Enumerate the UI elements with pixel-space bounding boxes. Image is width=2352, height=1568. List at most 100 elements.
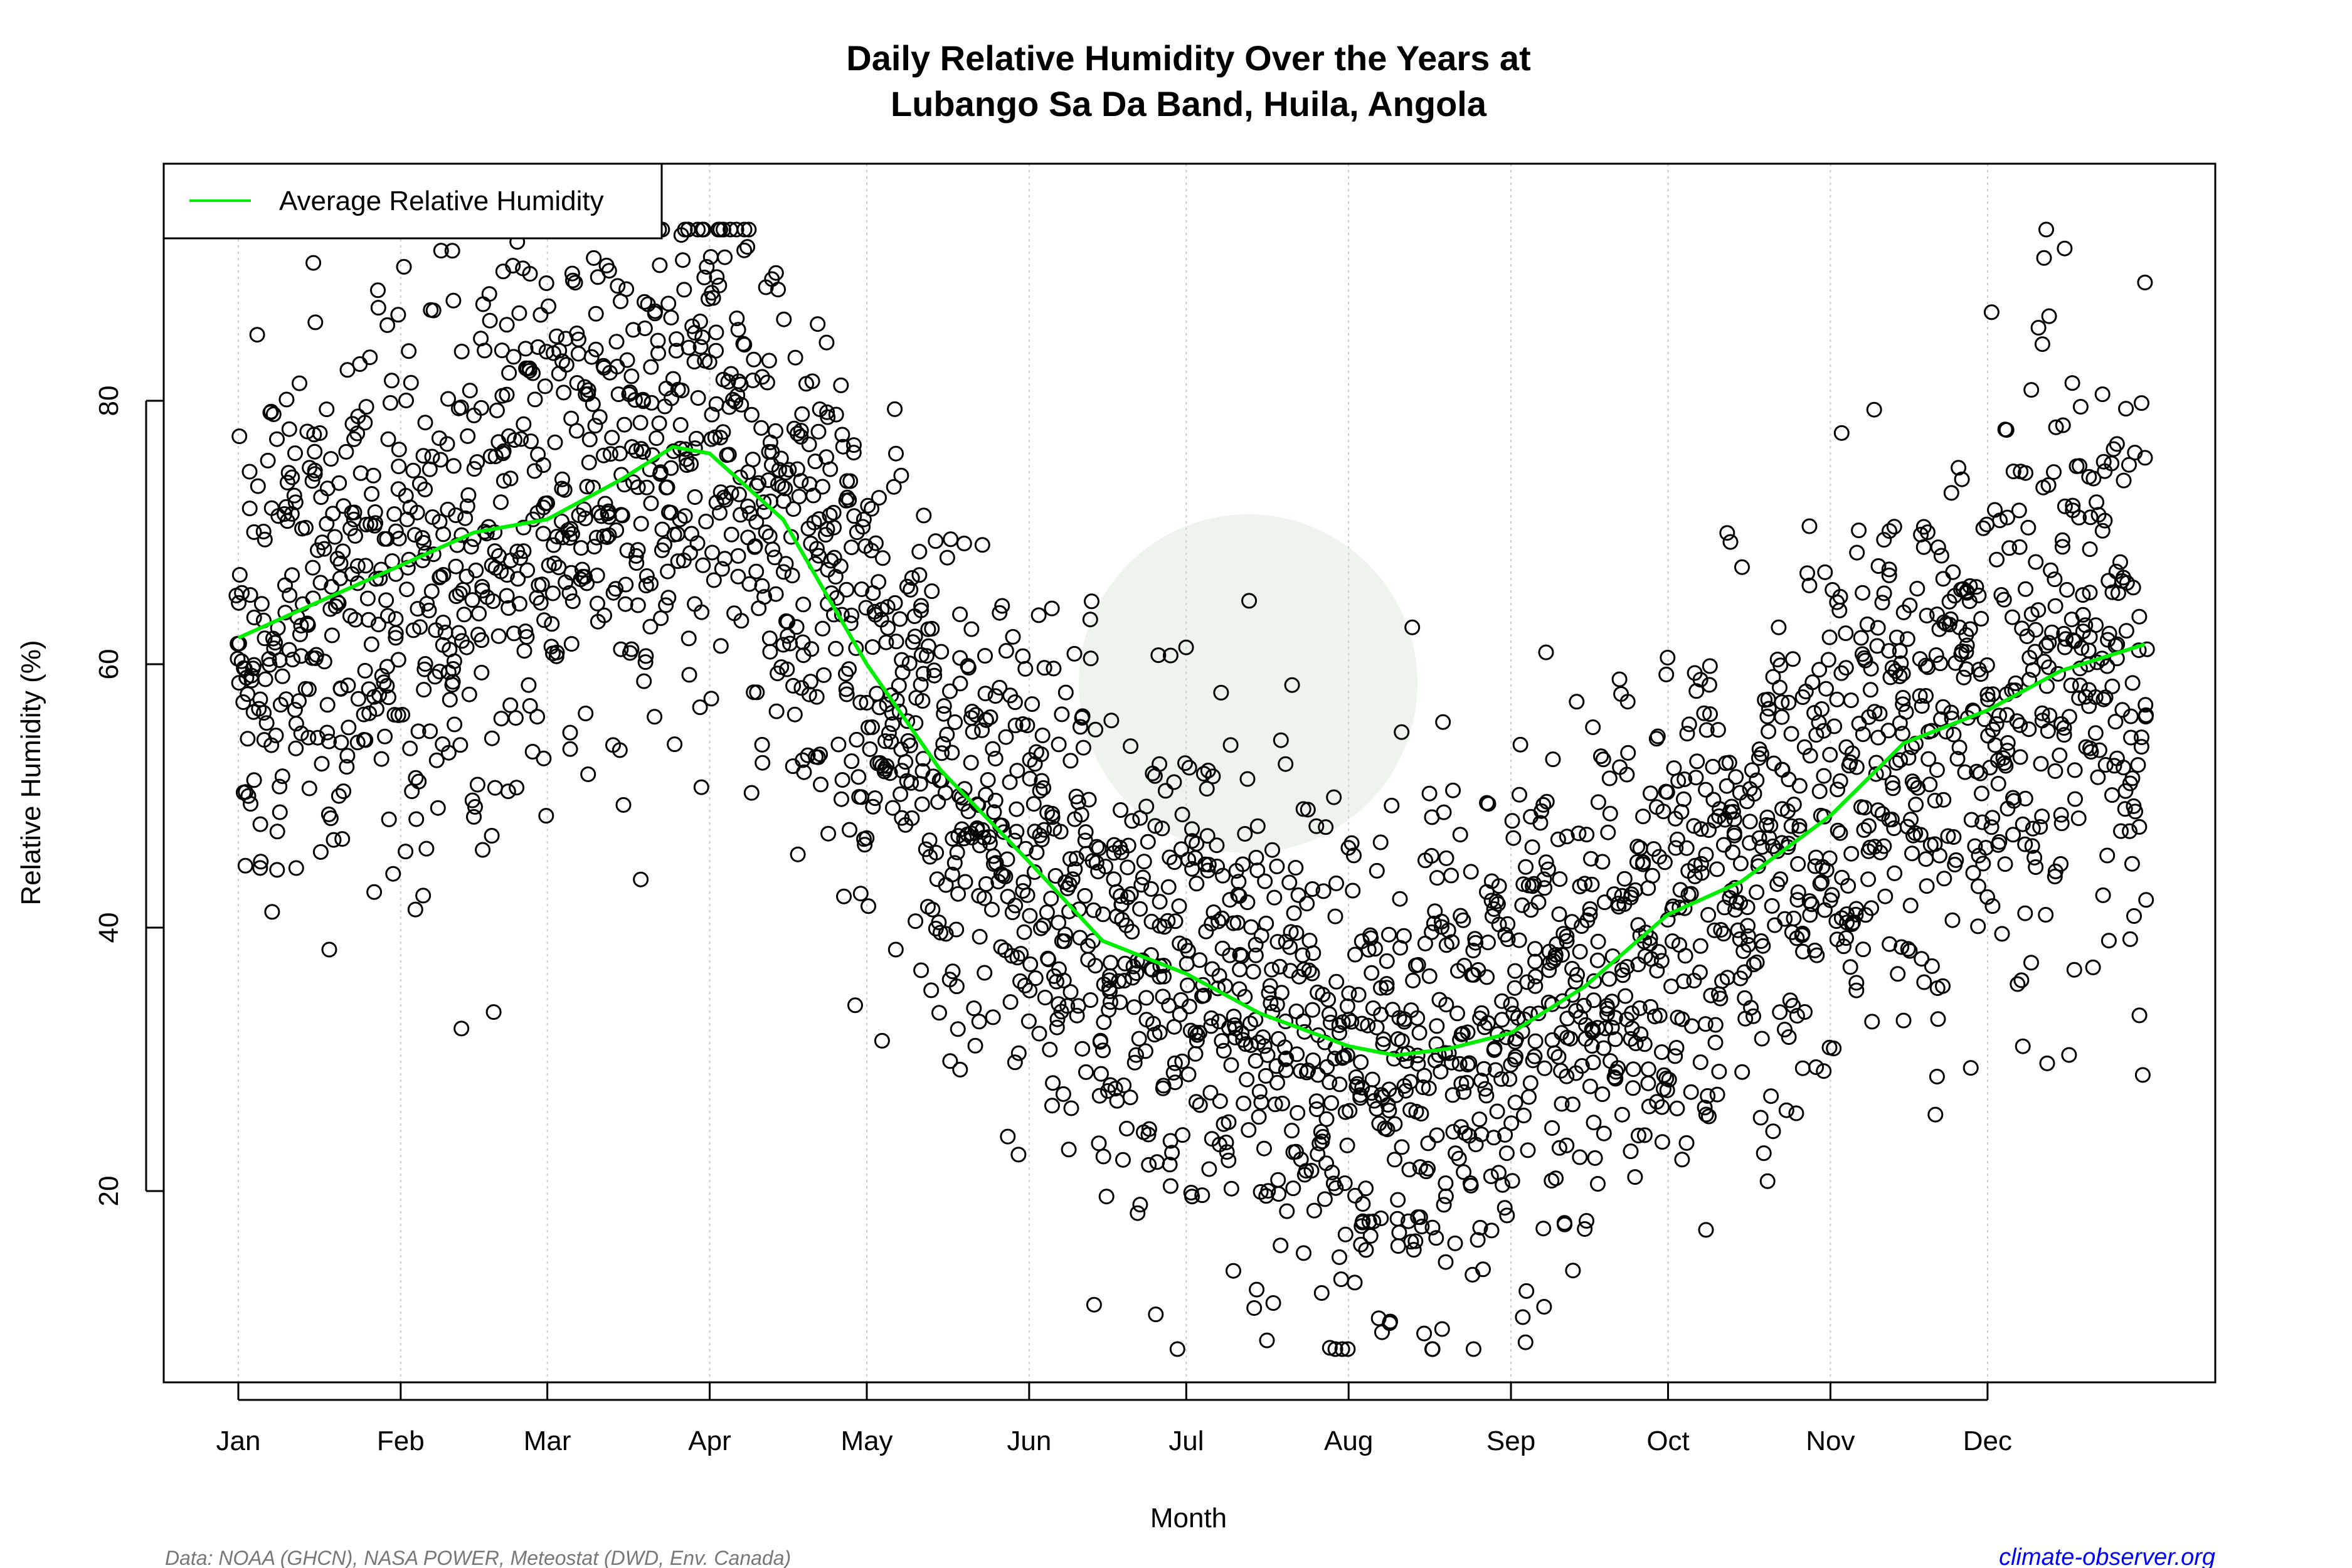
- data-point: [1232, 946, 1248, 963]
- data-point: [689, 535, 706, 551]
- data-point: [649, 430, 665, 447]
- data-point: [1894, 726, 1910, 742]
- data-point: [717, 249, 733, 265]
- data-point: [1181, 999, 1197, 1015]
- data-point: [1435, 714, 1451, 730]
- data-point: [1832, 589, 1848, 605]
- data-point: [252, 816, 268, 832]
- data-point: [901, 655, 918, 672]
- data-point: [357, 415, 373, 431]
- data-point: [916, 665, 931, 682]
- data-point: [321, 941, 337, 958]
- data-point: [1322, 1340, 1338, 1356]
- data-point: [985, 1009, 1001, 1025]
- data-point: [1452, 827, 1468, 843]
- data-point: [445, 458, 462, 474]
- data-point: [535, 457, 551, 473]
- data-point: [1286, 905, 1302, 921]
- data-point: [1126, 1054, 1143, 1071]
- data-point: [1296, 1245, 1311, 1261]
- data-point: [1364, 1071, 1380, 1088]
- data-point: [1086, 1296, 1102, 1313]
- data-point: [864, 639, 881, 655]
- data-point: [1512, 736, 1528, 753]
- data-point: [701, 354, 718, 370]
- data-point: [529, 709, 546, 725]
- data-point: [1051, 914, 1067, 931]
- data-point: [950, 1021, 966, 1037]
- data-point: [834, 791, 849, 807]
- data-point: [820, 825, 837, 842]
- data-point: [945, 963, 961, 980]
- data-point: [1651, 1007, 1668, 1024]
- data-point: [1406, 1242, 1422, 1258]
- data-point: [507, 432, 522, 448]
- data-point: [1007, 1054, 1023, 1071]
- data-point: [1339, 1047, 1355, 1063]
- data-point: [1936, 792, 1952, 808]
- data-point: [746, 539, 763, 555]
- data-point: [1692, 672, 1708, 688]
- data-point: [1676, 791, 1692, 807]
- data-point: [2099, 847, 2116, 864]
- data-point: [1112, 994, 1128, 1010]
- data-point: [489, 402, 505, 418]
- data-point: [554, 353, 570, 369]
- data-point: [568, 423, 585, 439]
- data-point: [1438, 1254, 1454, 1270]
- data-point: [1148, 1306, 1164, 1323]
- data-point: [1919, 878, 1935, 894]
- data-point: [723, 485, 739, 501]
- data-point: [1623, 1030, 1639, 1047]
- data-point: [628, 548, 644, 564]
- x-tick-label: Oct: [1646, 1426, 1689, 1456]
- site-link[interactable]: climate-observer.org: [1999, 1544, 2215, 1568]
- data-point: [1429, 1018, 1445, 1034]
- data-point: [2123, 729, 2139, 746]
- data-point: [2040, 477, 2057, 493]
- data-point: [269, 862, 285, 878]
- data-point: [287, 702, 303, 718]
- data-point: [505, 258, 521, 274]
- data-point: [1232, 961, 1248, 978]
- data-point: [538, 495, 553, 512]
- data-point: [2047, 869, 2063, 884]
- data-point: [370, 300, 386, 316]
- data-point: [499, 317, 515, 333]
- data-point: [969, 796, 985, 812]
- data-point: [432, 452, 448, 468]
- data-point: [1140, 1126, 1157, 1143]
- data-point: [1009, 824, 1025, 840]
- data-point: [692, 699, 708, 716]
- data-point: [1270, 1172, 1286, 1188]
- data-point: [1801, 518, 1818, 534]
- data-point: [1162, 849, 1178, 866]
- data-point: [1269, 1074, 1285, 1091]
- data-point: [690, 221, 706, 238]
- data-point: [660, 590, 677, 606]
- data-point: [574, 561, 590, 578]
- data-point: [1876, 838, 1892, 854]
- data-point: [1215, 867, 1231, 884]
- data-point: [418, 840, 435, 857]
- data-point: [1983, 304, 2000, 320]
- data-point: [499, 386, 515, 403]
- x-tick-label: Aug: [1324, 1426, 1373, 1456]
- data-point: [530, 339, 546, 355]
- data-point: [1438, 850, 1454, 866]
- data-point: [1898, 704, 1914, 720]
- data-point: [1360, 1017, 1376, 1034]
- data-point: [652, 464, 669, 480]
- data-point: [1593, 748, 1609, 765]
- data-point: [269, 824, 285, 840]
- data-point: [1174, 807, 1190, 823]
- data-point: [1822, 892, 1838, 908]
- data-point: [1328, 1180, 1344, 1196]
- data-point: [395, 707, 411, 723]
- data-point: [1885, 780, 1901, 797]
- data-point: [1636, 1127, 1653, 1143]
- data-point: [865, 798, 881, 815]
- data-point: [487, 448, 504, 465]
- data-point: [1511, 932, 1527, 948]
